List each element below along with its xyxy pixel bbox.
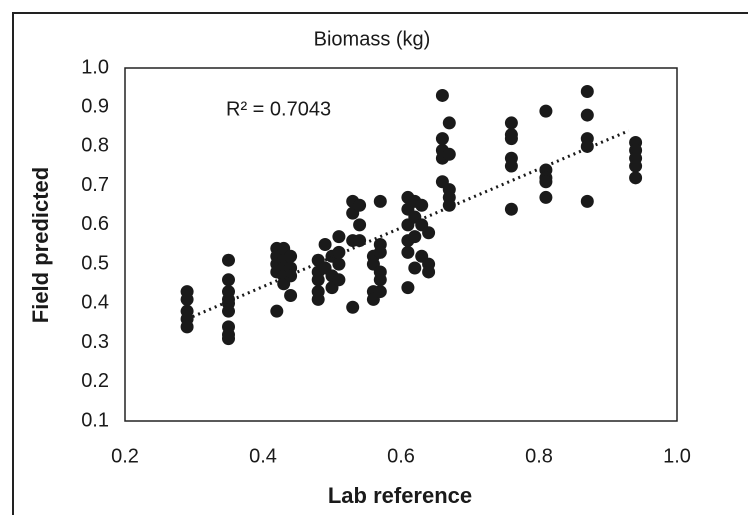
y-axis-label: Field predicted: [28, 167, 53, 323]
point: [580, 108, 594, 122]
point: [373, 245, 387, 259]
point: [580, 194, 594, 208]
point: [222, 253, 235, 267]
chart-frame: [12, 12, 748, 515]
point: [311, 273, 325, 287]
point: [284, 249, 298, 263]
point: [353, 198, 367, 212]
point: [222, 304, 235, 318]
y-tick-label: 0.4: [81, 292, 109, 314]
point: [311, 292, 325, 306]
point: [504, 116, 518, 130]
x-axis-label: Lab reference: [328, 483, 472, 508]
y-tick-label: 0.5: [81, 252, 109, 274]
point: [442, 198, 456, 212]
y-tick-label: 0.8: [81, 135, 109, 157]
point: [539, 104, 553, 118]
point: [332, 273, 346, 287]
point: [580, 139, 594, 153]
x-tick-label: 0.8: [525, 445, 553, 467]
point: [180, 320, 194, 334]
point: [539, 190, 553, 204]
y-tick-label: 0.1: [81, 409, 109, 431]
annotation: R² = 0.7043: [226, 98, 331, 120]
x-tick-label: 0.4: [249, 445, 277, 467]
point: [415, 198, 429, 212]
point: [504, 202, 518, 216]
y-tick-label: 0.9: [81, 96, 109, 118]
point: [408, 261, 422, 275]
x-tick-label: 1.0: [663, 445, 691, 467]
chart-title: Biomass (kg): [314, 28, 431, 50]
trendline: [186, 129, 630, 321]
point: [401, 281, 415, 295]
point: [539, 175, 553, 189]
y-tick-label: 1.0: [81, 56, 109, 78]
y-tick-label: 0.3: [81, 331, 109, 353]
point: [284, 269, 298, 283]
point: [442, 116, 456, 130]
point: [270, 304, 284, 318]
point: [504, 159, 518, 173]
point: [422, 226, 436, 240]
point: [332, 257, 346, 271]
y-tick-label: 0.6: [81, 213, 109, 235]
point: [353, 234, 367, 248]
point: [373, 285, 387, 299]
point: [629, 171, 643, 185]
point: [401, 245, 415, 259]
point: [222, 332, 235, 346]
point: [318, 238, 332, 251]
point: [180, 292, 194, 306]
point: [580, 85, 594, 99]
point: [435, 88, 449, 102]
point: [373, 273, 387, 287]
point: [353, 218, 367, 232]
point: [629, 159, 643, 173]
y-tick-label: 0.7: [81, 174, 109, 196]
point: [373, 194, 387, 208]
plot-frame: [124, 67, 678, 422]
point: [422, 265, 436, 279]
point: [332, 230, 346, 244]
point: [332, 245, 346, 259]
point: [284, 288, 298, 302]
point: [346, 300, 360, 314]
point: [222, 273, 235, 287]
y-tick-label: 0.2: [81, 370, 109, 392]
x-tick-label: 0.2: [111, 445, 139, 467]
point: [442, 147, 456, 161]
x-tick-label: 0.6: [387, 445, 415, 467]
point: [504, 132, 518, 146]
point: [408, 230, 422, 244]
point: [435, 132, 449, 146]
